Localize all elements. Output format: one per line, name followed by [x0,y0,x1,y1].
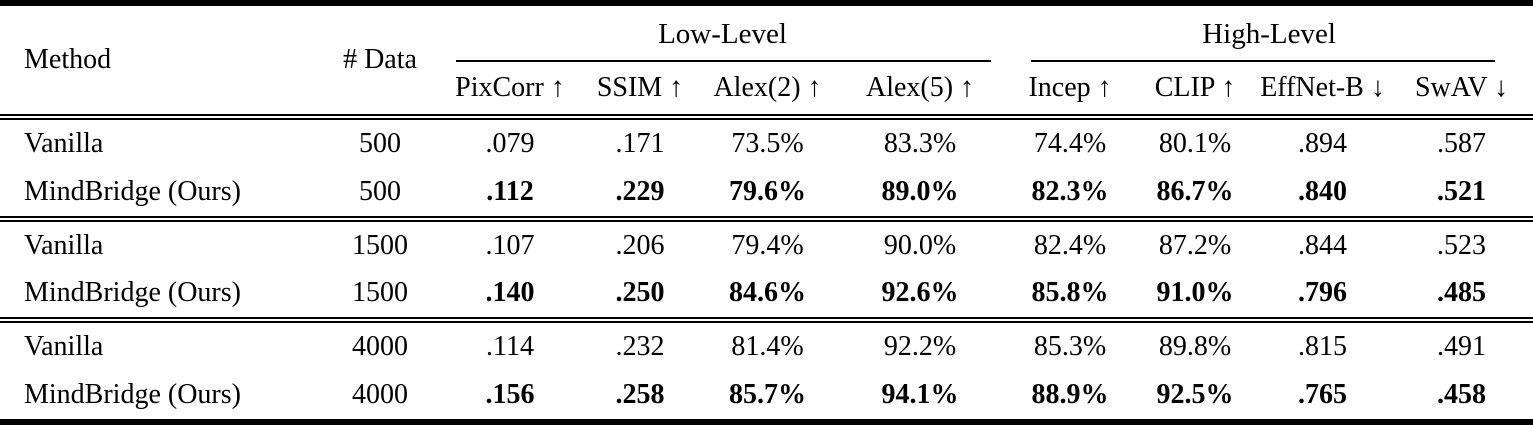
method-cell: MindBridge (Ours) [24,175,241,207]
cell-clip: 89.8% [1158,331,1232,363]
cell-alex5: 83.3% [883,127,957,159]
cell-alex2: 81.4% [731,331,804,363]
cell-pixcorr: .107 [485,229,535,261]
low-level-rule [456,60,992,62]
cell-alex5: 92.2% [883,331,957,363]
cell-effnet: .765 [1298,379,1348,411]
header-alex5: Alex(5) ↑ [865,72,975,103]
group-1500: Vanilla 1500 .107 .206 79.4% 90.0% 82.4%… [0,218,1533,321]
cell-incep: 85.3% [1033,331,1107,363]
cell-alex5: 90.0% [883,229,957,261]
cell-alex2: 85.7% [729,379,806,411]
cell-effnet: .840 [1298,175,1348,207]
cell-ssim: .206 [615,229,665,261]
high-level-label: High-Level [1202,18,1336,50]
cell-incep: 85.8% [1031,277,1109,309]
header-method: Method [24,44,112,75]
high-level-rule [1031,60,1496,62]
table-row: Vanilla 4000 .114 .232 81.4% 92.2% 85.3%… [0,320,1533,371]
metric-header-row: PixCorr ↑ SSIM ↑ Alex(2) ↑ Alex(5) ↑ Inc… [0,62,1533,117]
cell-effnet: .844 [1298,229,1348,261]
ndata-cell: 1500 [352,277,408,309]
header-incep: Incep ↑ [1028,72,1112,103]
cell-ssim: .232 [615,331,665,363]
cell-ssim: .258 [615,379,665,411]
method-cell: MindBridge (Ours) [24,277,241,309]
cell-alex5: 92.6% [881,277,959,309]
header-clip: CLIP ↑ [1154,72,1236,103]
cell-swav: .587 [1437,127,1487,159]
cell-incep: 88.9% [1031,379,1109,411]
header-alex2: Alex(2) ↑ [713,72,822,103]
header-effnet: EffNet-B ↓ [1260,72,1385,103]
header-pixcorr: PixCorr ↑ [455,72,565,103]
cell-pixcorr: .112 [486,175,534,207]
cell-swav: .485 [1437,277,1487,309]
ndata-cell: 500 [359,175,401,207]
table-row: Vanilla 500 .079 .171 73.5% 83.3% 74.4% … [0,117,1533,168]
cell-ssim: .229 [615,175,665,207]
cell-pixcorr: .079 [485,127,535,159]
cell-incep: 82.3% [1031,175,1109,207]
cell-clip: 80.1% [1158,127,1232,159]
low-level-label: Low-Level [658,18,787,50]
header-ndata: # Data [343,44,417,75]
ndata-cell: 4000 [352,331,408,363]
method-cell: Vanilla [24,229,104,261]
cell-swav: .521 [1437,175,1487,207]
header-group-low-level: Low-Level [440,3,1005,62]
group-4000: Vanilla 4000 .114 .232 81.4% 92.2% 85.3%… [0,320,1533,422]
method-cell: Vanilla [24,331,104,363]
cell-alex5: 89.0% [881,175,959,207]
cell-alex5: 94.1% [881,379,959,411]
table-row: MindBridge (Ours) 4000 .156 .258 85.7% 9… [0,371,1533,422]
ndata-cell: 1500 [352,229,408,261]
cell-clip: 86.7% [1156,175,1234,207]
group-500: Vanilla 500 .079 .171 73.5% 83.3% 74.4% … [0,117,1533,219]
table-row: MindBridge (Ours) 500 .112 .229 79.6% 89… [0,168,1533,219]
cell-incep: 74.4% [1033,127,1107,159]
header-ssim: SSIM ↑ [596,72,684,103]
header-swav: SwAV ↓ [1414,72,1509,103]
header-group-high-level: High-Level [1005,3,1533,62]
cell-swav: .491 [1437,331,1487,363]
cell-swav: .458 [1437,379,1487,411]
cell-ssim: .171 [615,127,665,159]
cell-alex2: 79.6% [729,175,806,207]
cell-ssim: .250 [615,277,665,309]
cell-effnet: .796 [1298,277,1348,309]
table-row: Vanilla 1500 .107 .206 79.4% 90.0% 82.4%… [0,219,1533,270]
group-header-row: Method # Data Low-Level High-Level [0,3,1533,75]
table-header: Method # Data Low-Level High-Level PixCo… [0,3,1533,117]
cell-clip: 92.5% [1156,379,1234,411]
cell-alex2: 79.4% [731,229,804,261]
table-row: MindBridge (Ours) 1500 .140 .250 84.6% 9… [0,269,1533,320]
cell-effnet: .894 [1298,127,1348,159]
ndata-cell: 500 [359,127,401,159]
method-cell: MindBridge (Ours) [24,379,241,411]
cell-swav: .523 [1437,229,1487,261]
cell-pixcorr: .140 [485,277,535,309]
cell-pixcorr: .114 [486,331,534,363]
cell-pixcorr: .156 [485,379,535,411]
cell-incep: 82.4% [1033,229,1107,261]
ndata-cell: 4000 [352,379,408,411]
cell-clip: 91.0% [1156,277,1234,309]
cell-alex2: 73.5% [731,127,804,159]
cell-clip: 87.2% [1158,229,1232,261]
cell-alex2: 84.6% [729,277,806,309]
method-cell: Vanilla [24,127,104,159]
cell-effnet: .815 [1298,331,1348,363]
